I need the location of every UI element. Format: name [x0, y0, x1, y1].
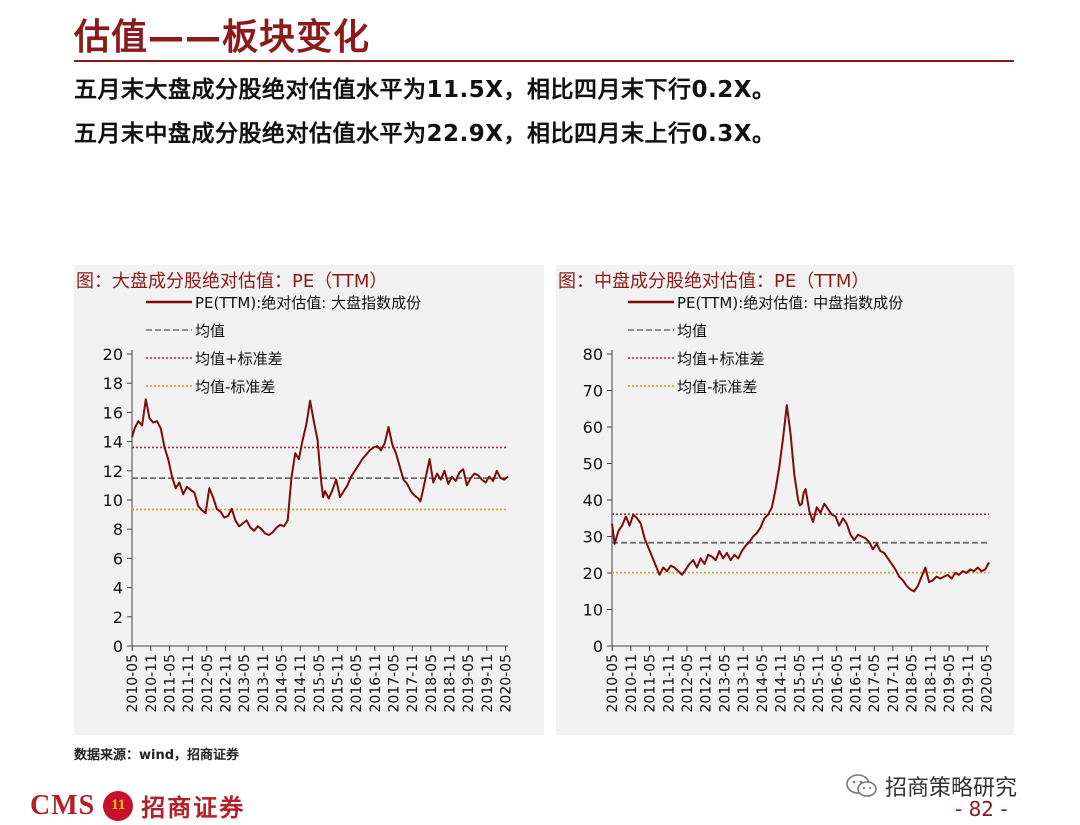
x-tick-label: 2014-05 [755, 654, 771, 713]
x-tick-label: 2019-11 [480, 654, 496, 713]
y-tick-label: 40 [583, 491, 603, 510]
chart-panel-mid-cap: 图：中盘成分股绝对估值：PE（TTM） PE(TTM):绝对估值: 中盘指数成份均… [556, 265, 1014, 735]
legend-label-2: 均值+标准差 [195, 350, 283, 368]
series-line-pe-ttm [131, 398, 509, 536]
y-tick-label: 70 [583, 382, 603, 401]
title-divider [74, 60, 1014, 62]
y-tick-label: 10 [103, 491, 123, 510]
x-tick-label: 2019-05 [461, 654, 477, 713]
y-tick-label: 30 [583, 528, 603, 547]
x-tick-label: 2012-11 [218, 654, 234, 713]
x-tick-label: 2015-11 [811, 654, 827, 713]
y-tick-label: 20 [583, 564, 603, 583]
x-tick-label: 2010-05 [125, 654, 141, 713]
x-tick-label: 2017-05 [867, 654, 883, 713]
y-tick-label: 18 [103, 374, 123, 393]
wechat-icon [845, 773, 879, 799]
wechat-account: 招商策略研究 [845, 770, 1017, 802]
x-tick-label: 2015-05 [792, 654, 808, 713]
x-tick-label: 2017-05 [386, 654, 402, 713]
x-tick-label: 2016-05 [830, 654, 846, 713]
x-tick-label: 2016-11 [848, 654, 864, 713]
y-tick-label: 50 [583, 455, 603, 474]
wechat-account-name: 招商策略研究 [885, 776, 1018, 801]
x-tick-label: 2013-05 [237, 654, 253, 713]
legend-label-3: 均值-标准差 [195, 378, 275, 396]
x-tick-label: 2014-11 [774, 654, 790, 713]
x-tick-label: 2016-11 [368, 654, 384, 713]
chart-large-cap-pe: 图：大盘成分股绝对估值：PE（TTM） PE(TTM):绝对估值: 大盘指数成份均… [76, 271, 515, 713]
x-tick-label: 2014-11 [293, 654, 309, 713]
y-tick-label: 2 [113, 608, 123, 627]
chart-title: 图：中盘成分股绝对估值：PE（TTM） [558, 271, 869, 292]
y-tick-label: 6 [113, 549, 123, 568]
x-tick-label: 2010-11 [624, 654, 640, 713]
summary-line-mid-cap: 五月末中盘成分股绝对估值水平为22.9X，相比四月末上行0.3X。 [74, 121, 776, 147]
x-tick-label: 2011-05 [643, 654, 659, 713]
legend-label-3: 均值-标准差 [677, 378, 757, 396]
logo-mark-icon: 11 [103, 790, 134, 821]
x-tick-label: 2011-11 [181, 654, 197, 713]
logo-company-name: 招商证券 [141, 794, 246, 822]
y-tick-label: 12 [103, 462, 123, 481]
x-tick-label: 2010-05 [605, 654, 621, 713]
x-tick-label: 2012-05 [680, 654, 696, 713]
y-tick-label: 80 [583, 345, 603, 364]
y-tick-label: 8 [113, 520, 123, 539]
y-tick-label: 14 [103, 433, 123, 452]
y-tick-label: 0 [113, 637, 123, 656]
y-tick-label: 16 [103, 403, 123, 422]
x-tick-label: 2013-11 [736, 654, 752, 713]
x-tick-label: 2011-05 [162, 654, 178, 713]
x-tick-label: 2019-05 [942, 654, 958, 713]
series-line-pe-ttm [611, 404, 990, 593]
x-tick-label: 2017-11 [405, 654, 421, 713]
x-tick-label: 2014-05 [274, 654, 290, 713]
legend-label-0: PE(TTM):绝对估值: 大盘指数成份 [195, 294, 421, 312]
x-tick-label: 2010-11 [144, 654, 160, 713]
page-title: 估值——板块变化 [74, 17, 371, 58]
page-number: - 82 - [955, 797, 1008, 821]
company-logo: CMS 11 招商证券 [30, 788, 245, 823]
legend-label-1: 均值 [677, 322, 707, 340]
data-source-note: 数据来源：wind，招商证券 [74, 748, 240, 763]
x-tick-label: 2012-05 [200, 654, 216, 713]
x-tick-label: 2013-11 [256, 654, 272, 713]
y-tick-label: 60 [583, 418, 603, 437]
x-tick-label: 2015-11 [330, 654, 346, 713]
x-tick-label: 2020-05 [980, 654, 996, 713]
x-tick-label: 2020-05 [499, 654, 515, 713]
summary-line-large-cap: 五月末大盘成分股绝对估值水平为11.5X，相比四月末下行0.2X。 [74, 77, 776, 103]
chart-title: 图：大盘成分股绝对估值：PE（TTM） [76, 271, 387, 292]
legend-label-1: 均值 [195, 322, 225, 340]
legend-label-0: PE(TTM):绝对估值: 中盘指数成份 [677, 294, 903, 312]
y-tick-label: 10 [583, 601, 603, 620]
logo-text: CMS [30, 789, 96, 821]
y-tick-label: 4 [113, 579, 123, 598]
x-tick-label: 2018-05 [905, 654, 921, 713]
x-tick-label: 2018-11 [923, 654, 939, 713]
y-tick-label: 20 [103, 345, 123, 364]
legend-label-2: 均值+标准差 [677, 350, 765, 368]
y-tick-label: 0 [593, 637, 603, 656]
x-tick-label: 2015-05 [312, 654, 328, 713]
chart-panel-large-cap: 图：大盘成分股绝对估值：PE（TTM） PE(TTM):绝对估值: 大盘指数成份均… [74, 265, 544, 735]
x-tick-label: 2018-11 [443, 654, 459, 713]
chart-mid-cap-pe: 图：中盘成分股绝对估值：PE（TTM） PE(TTM):绝对估值: 中盘指数成份均… [558, 271, 996, 713]
x-tick-label: 2011-11 [661, 654, 677, 713]
x-tick-label: 2013-05 [717, 654, 733, 713]
x-tick-label: 2012-11 [699, 654, 715, 713]
x-tick-label: 2018-05 [424, 654, 440, 713]
x-tick-label: 2019-11 [961, 654, 977, 713]
x-tick-label: 2017-11 [886, 654, 902, 713]
x-tick-label: 2016-05 [349, 654, 365, 713]
